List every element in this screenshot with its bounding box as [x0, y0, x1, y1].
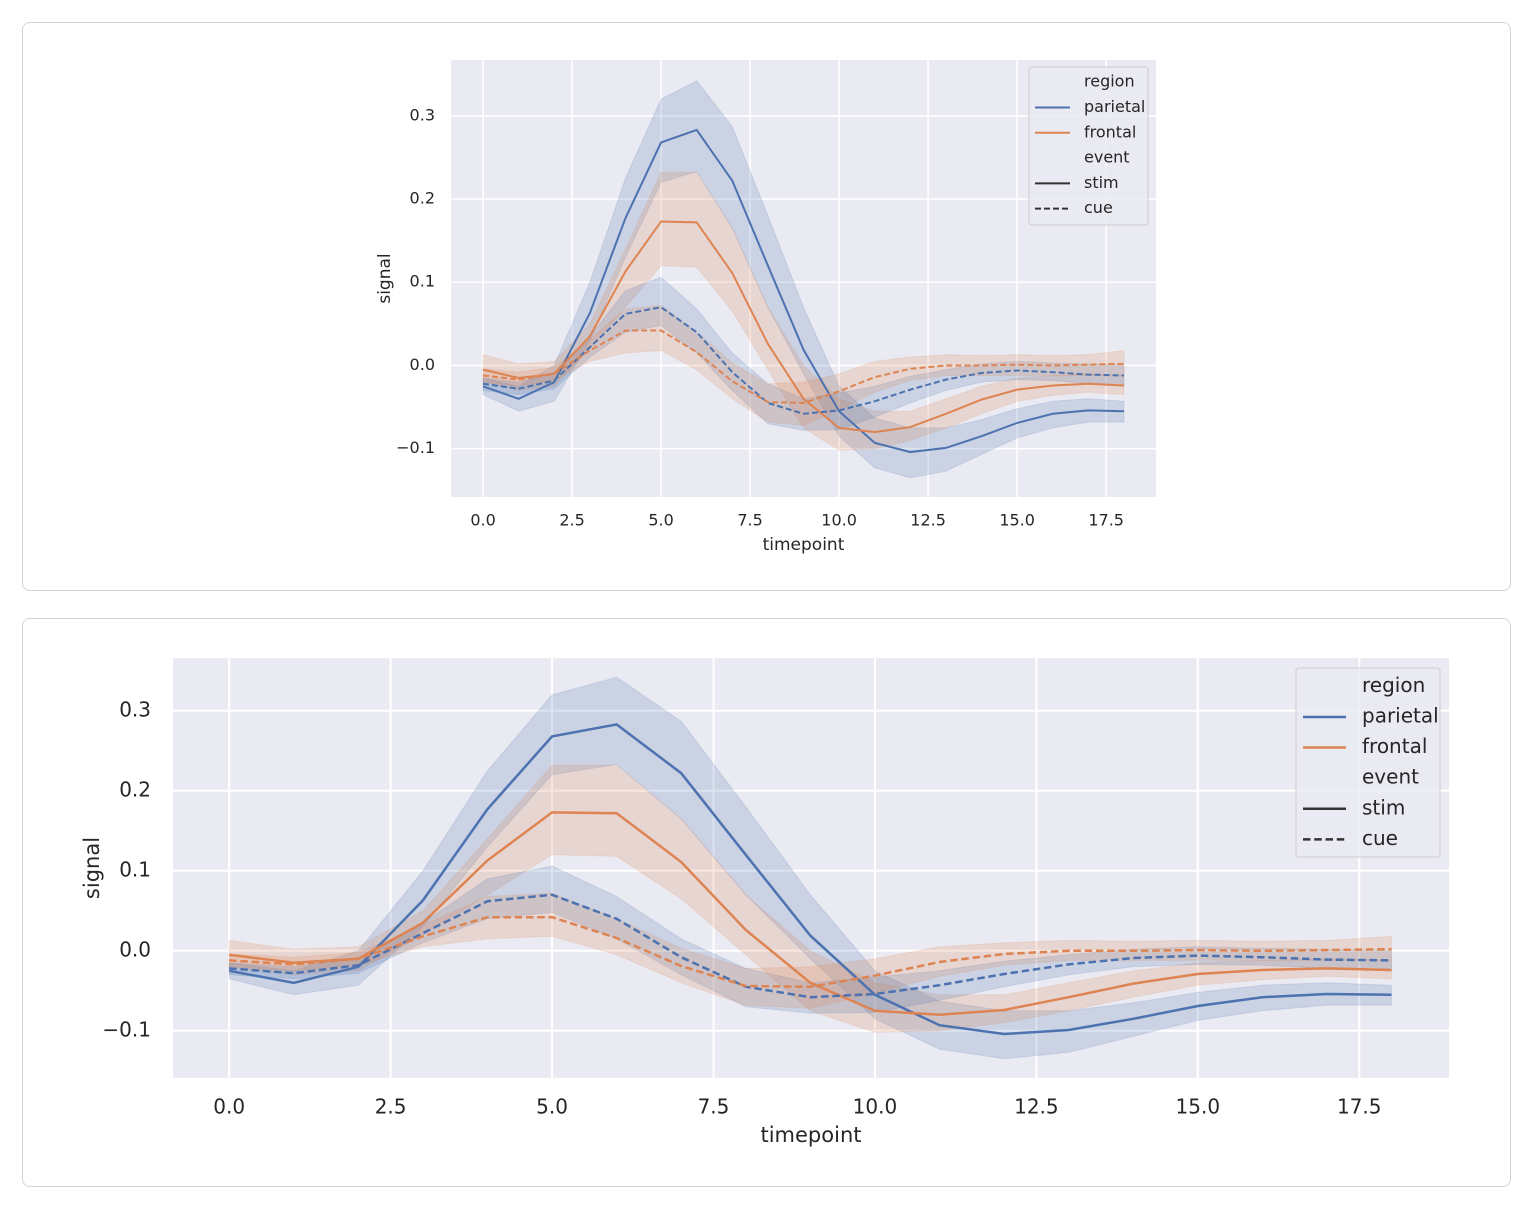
- legend-group-title: region: [1362, 673, 1425, 697]
- legend-group-title: event: [1362, 765, 1419, 789]
- legend-label: stim: [1362, 795, 1405, 819]
- x-axis-label: timepoint: [760, 1123, 861, 1147]
- x-tick-label: 7.5: [737, 511, 762, 530]
- y-tick-label: 0.3: [119, 697, 151, 721]
- legend-label: stim: [1084, 173, 1119, 192]
- legend-label: cue: [1084, 198, 1113, 217]
- series-line: [229, 811, 1392, 1017]
- y-tick-label: 0.3: [410, 105, 435, 124]
- x-tick-label: 5.0: [648, 511, 673, 530]
- x-tick-label: 17.5: [1088, 511, 1124, 530]
- x-tick-label: 15.0: [999, 511, 1035, 530]
- x-tick-label: 0.0: [470, 511, 495, 530]
- legend-label: frontal: [1084, 122, 1136, 141]
- x-tick-label: 12.5: [1014, 1095, 1059, 1119]
- x-tick-label: 5.0: [536, 1095, 568, 1119]
- y-tick-label: −0.1: [396, 438, 435, 457]
- series-line: [482, 329, 1124, 404]
- series-line: [229, 915, 1392, 989]
- series-line: [229, 893, 1392, 999]
- x-tick-label: 15.0: [1176, 1095, 1221, 1119]
- legend-group-title: region: [1084, 72, 1135, 91]
- series-line: [228, 723, 1392, 1036]
- x-tick-label: 17.5: [1337, 1095, 1382, 1119]
- y-axis-label: signal: [80, 837, 104, 899]
- y-tick-label: −0.1: [102, 1017, 151, 1041]
- x-tick-label: 0.0: [213, 1095, 245, 1119]
- x-tick-label: 7.5: [698, 1095, 730, 1119]
- series-line: [482, 220, 1124, 434]
- legend-label: frontal: [1362, 734, 1427, 758]
- x-tick-label: 10.0: [853, 1095, 898, 1119]
- legend-group-title: event: [1084, 148, 1130, 167]
- confidence-band: [482, 276, 1125, 431]
- x-axis-label: timepoint: [763, 535, 845, 555]
- y-tick-label: 0.2: [410, 189, 435, 208]
- x-tick-label: 2.5: [559, 511, 584, 530]
- y-tick-label: 0.1: [410, 272, 435, 291]
- x-tick-label: 12.5: [910, 511, 946, 530]
- confidence-band: [228, 892, 1393, 1009]
- y-tick-label: 0.1: [119, 857, 151, 881]
- confidence-band: [228, 865, 1393, 1014]
- legend-label: parietal: [1362, 703, 1439, 727]
- legend-label: cue: [1362, 826, 1398, 850]
- y-tick-label: 0.2: [119, 777, 151, 801]
- series-line: [482, 306, 1124, 415]
- y-axis-label: signal: [375, 253, 395, 303]
- x-tick-label: 2.5: [375, 1095, 407, 1119]
- y-tick-label: 0.0: [119, 937, 151, 961]
- confidence-band: [482, 171, 1125, 451]
- x-tick-label: 10.0: [821, 511, 857, 530]
- confidence-band: [228, 764, 1393, 1033]
- y-tick-label: 0.0: [410, 355, 435, 374]
- series-line: [482, 128, 1124, 454]
- legend-label: parietal: [1084, 97, 1145, 116]
- plot-background: [173, 658, 1449, 1078]
